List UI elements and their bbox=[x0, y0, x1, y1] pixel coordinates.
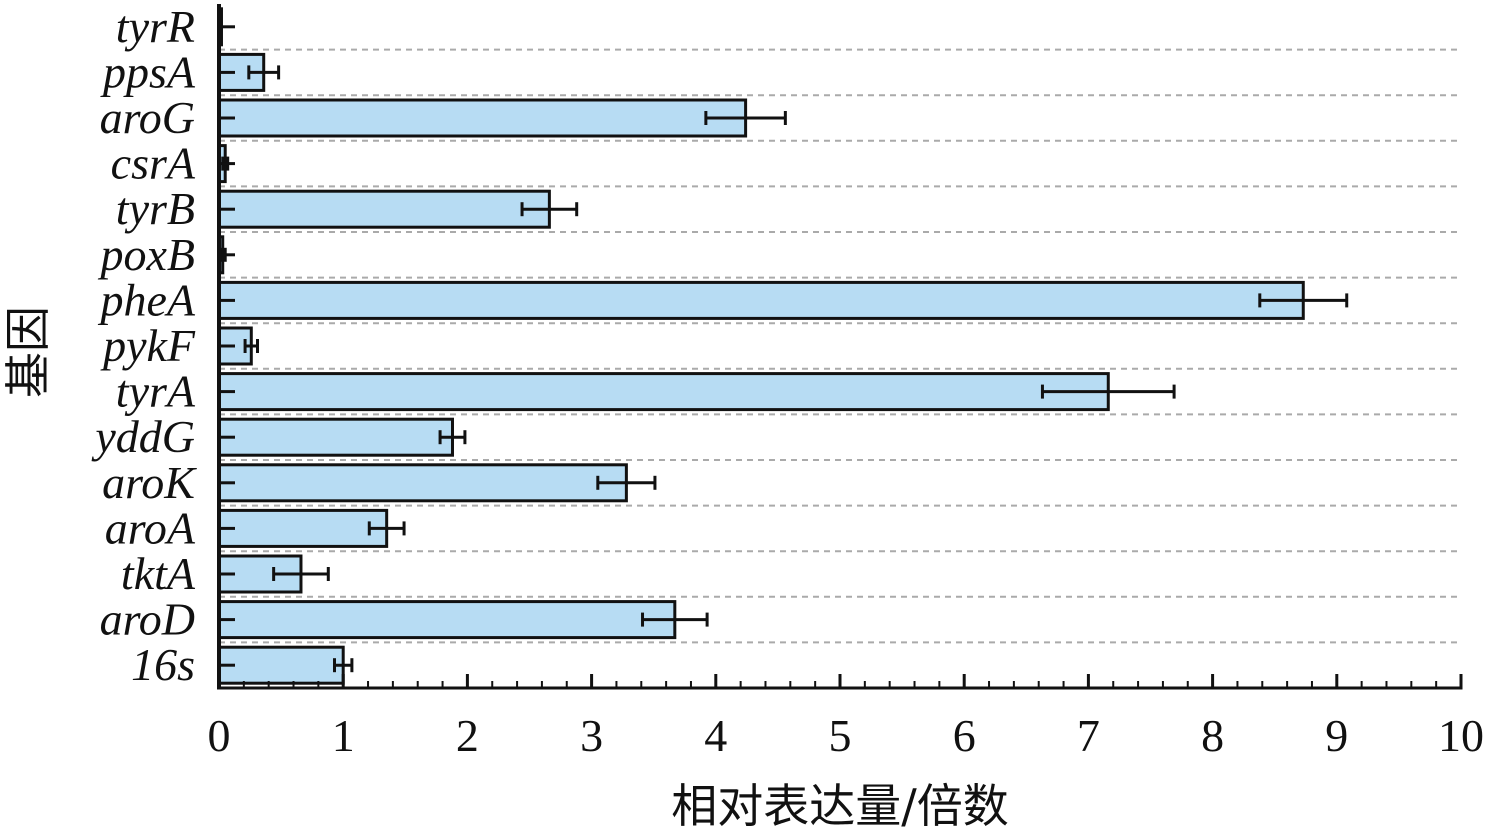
category-label-tyrA: tyrA bbox=[116, 366, 196, 417]
category-label-tyrB: tyrB bbox=[116, 183, 195, 234]
y-axis-title: 基因 bbox=[1, 306, 55, 398]
axes bbox=[217, 4, 1463, 690]
category-label-tyrR: tyrR bbox=[116, 1, 195, 52]
labels: tyrRppsAaroGcsrAtyrBpoxBpheApykFtyrAyddG… bbox=[91, 1, 1484, 761]
x-tick-label: 3 bbox=[580, 710, 603, 761]
bar-yddG bbox=[217, 417, 454, 457]
category-label-pheA: pheA bbox=[97, 274, 195, 325]
category-label-pykF: pykF bbox=[100, 320, 196, 371]
category-label-16s: 16s bbox=[131, 639, 195, 690]
bar-aroG bbox=[217, 98, 748, 138]
category-label-aroG: aroG bbox=[100, 92, 195, 143]
x-tick-label: 5 bbox=[829, 710, 852, 761]
bars bbox=[217, 7, 1305, 685]
category-label-aroK: aroK bbox=[102, 457, 197, 508]
category-label-aroD: aroD bbox=[100, 594, 195, 645]
x-axis-title: 相对表达量/倍数 bbox=[671, 779, 1009, 831]
x-tick-label: 10 bbox=[1438, 710, 1484, 761]
bar-pheA bbox=[217, 280, 1305, 320]
bar-aroD bbox=[217, 600, 677, 640]
category-label-yddG: yddG bbox=[91, 411, 195, 462]
gridlines bbox=[219, 48, 1461, 644]
category-label-poxB: poxB bbox=[97, 229, 195, 280]
bar-aroA bbox=[217, 508, 389, 548]
error-bars bbox=[218, 65, 1349, 673]
bar-tyrB bbox=[217, 189, 551, 229]
bar-tyrA bbox=[217, 372, 1110, 412]
x-tick-label: 2 bbox=[456, 710, 479, 761]
bar-aroK bbox=[217, 463, 628, 503]
x-tick-label: 4 bbox=[704, 710, 727, 761]
category-label-csrA: csrA bbox=[111, 138, 196, 189]
x-tick-label: 8 bbox=[1201, 710, 1224, 761]
x-tick-label: 0 bbox=[208, 710, 231, 761]
category-label-ppsA: ppsA bbox=[100, 46, 196, 97]
x-tick-label: 9 bbox=[1325, 710, 1348, 761]
category-label-aroA: aroA bbox=[105, 502, 196, 553]
x-tick-label: 6 bbox=[953, 710, 976, 761]
x-tick-label: 7 bbox=[1077, 710, 1100, 761]
category-label-tktA: tktA bbox=[121, 548, 196, 599]
bar-16s bbox=[217, 645, 345, 685]
x-tick-label: 1 bbox=[332, 710, 355, 761]
